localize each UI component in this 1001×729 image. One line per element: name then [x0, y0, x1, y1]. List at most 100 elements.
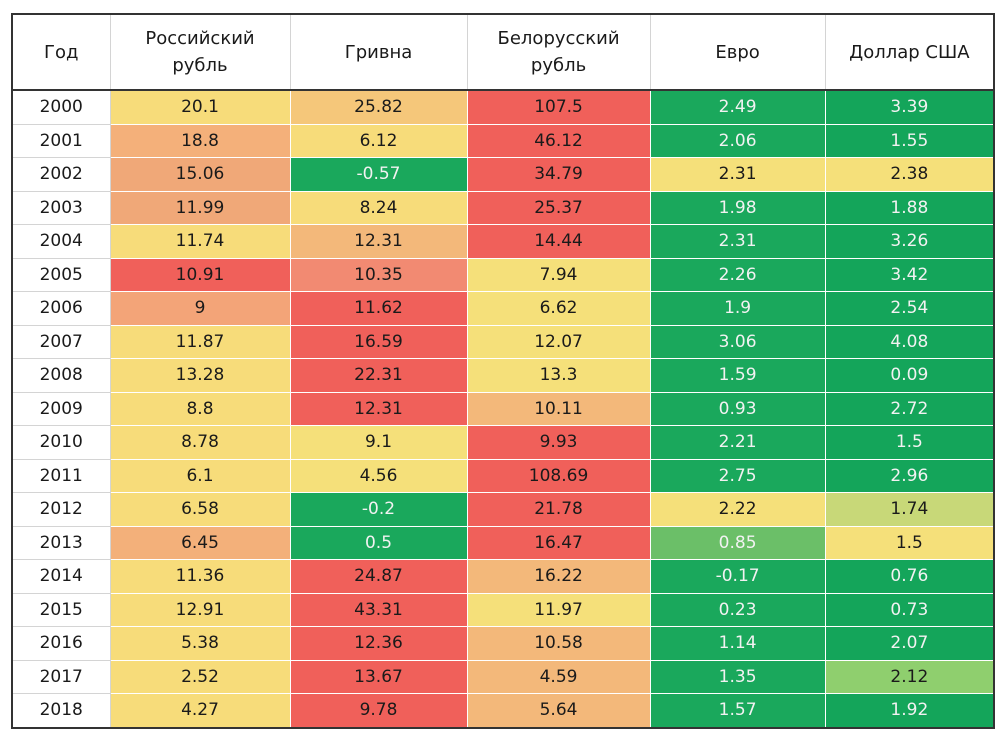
value-cell: 10.11 [466, 391, 651, 426]
value-cell: 3.26 [824, 224, 996, 259]
value-cell: 10.35 [289, 257, 468, 292]
value-cell: 13.28 [109, 358, 291, 393]
value-cell: 4.08 [824, 324, 996, 359]
value-cell: 0.73 [824, 592, 996, 627]
year-cell: 2018 [11, 693, 111, 729]
value-cell: 12.07 [466, 324, 651, 359]
value-cell: 2.22 [649, 492, 826, 527]
value-cell: 11.97 [466, 592, 651, 627]
year-cell: 2016 [11, 626, 111, 661]
value-cell: 13.67 [289, 659, 468, 694]
value-cell: 14.44 [466, 224, 651, 259]
table-row: 2018 4.27 9.78 5.64 1.57 1.92 [11, 693, 996, 729]
value-cell: 4.56 [289, 458, 468, 493]
value-cell: 2.72 [824, 391, 996, 426]
value-cell: 2.21 [649, 425, 826, 460]
value-cell: 24.87 [289, 559, 468, 594]
value-cell: 9.1 [289, 425, 468, 460]
table-row: 2007 11.87 16.59 12.07 3.06 4.08 [11, 324, 996, 359]
value-cell: 8.8 [109, 391, 291, 426]
value-cell: 5.64 [466, 693, 651, 729]
value-cell: 11.74 [109, 224, 291, 259]
year-cell: 2006 [11, 291, 111, 326]
year-cell: 2010 [11, 425, 111, 460]
value-cell: 3.42 [824, 257, 996, 292]
value-cell: 25.82 [289, 89, 468, 125]
value-cell: 2.31 [649, 224, 826, 259]
value-cell: 6.58 [109, 492, 291, 527]
value-cell: 11.99 [109, 190, 291, 225]
value-cell: 0.09 [824, 358, 996, 393]
year-cell: 2013 [11, 525, 111, 560]
year-cell: 2001 [11, 123, 111, 158]
year-cell: 2012 [11, 492, 111, 527]
value-cell: 2.06 [649, 123, 826, 158]
value-cell: 12.31 [289, 391, 468, 426]
column-header-euro: Евро [649, 13, 826, 91]
value-cell: 1.5 [824, 425, 996, 460]
column-header-hryvnia: Гривна [289, 13, 468, 91]
year-cell: 2004 [11, 224, 111, 259]
value-cell: 21.78 [466, 492, 651, 527]
year-cell: 2003 [11, 190, 111, 225]
value-cell: 11.87 [109, 324, 291, 359]
value-cell: 2.96 [824, 458, 996, 493]
value-cell: 1.5 [824, 525, 996, 560]
value-cell: 1.55 [824, 123, 996, 158]
table-row: 2015 12.91 43.31 11.97 0.23 0.73 [11, 592, 996, 627]
year-cell: 2002 [11, 157, 111, 192]
value-cell: 22.31 [289, 358, 468, 393]
value-cell: 5.38 [109, 626, 291, 661]
value-cell: 25.37 [466, 190, 651, 225]
value-cell: 13.3 [466, 358, 651, 393]
value-cell: -0.57 [289, 157, 468, 192]
exchange-rate-table: Год Российский рубль Гривна Белорусский … [11, 13, 996, 729]
value-cell: 2.52 [109, 659, 291, 694]
value-cell: 6.1 [109, 458, 291, 493]
table-row: 2004 11.74 12.31 14.44 2.31 3.26 [11, 224, 996, 259]
year-cell: 2008 [11, 358, 111, 393]
value-cell: 2.75 [649, 458, 826, 493]
year-cell: 2015 [11, 592, 111, 627]
value-cell: 9.78 [289, 693, 468, 729]
value-cell: 0.93 [649, 391, 826, 426]
table-row: 2009 8.8 12.31 10.11 0.93 2.72 [11, 391, 996, 426]
value-cell: 1.14 [649, 626, 826, 661]
table-row: 2016 5.38 12.36 10.58 1.14 2.07 [11, 626, 996, 661]
value-cell: 4.27 [109, 693, 291, 729]
value-cell: 8.78 [109, 425, 291, 460]
value-cell: 1.35 [649, 659, 826, 694]
value-cell: 2.26 [649, 257, 826, 292]
value-cell: 1.74 [824, 492, 996, 527]
column-header-russian-ruble: Российский рубль [109, 13, 291, 91]
value-cell: 7.94 [466, 257, 651, 292]
table-row: 2010 8.78 9.1 9.93 2.21 1.5 [11, 425, 996, 460]
value-cell: 108.69 [466, 458, 651, 493]
value-cell: 1.92 [824, 693, 996, 729]
value-cell: 9 [109, 291, 291, 326]
value-cell: 1.9 [649, 291, 826, 326]
value-cell: 2.31 [649, 157, 826, 192]
value-cell: 0.85 [649, 525, 826, 560]
value-cell: 3.06 [649, 324, 826, 359]
value-cell: 9.93 [466, 425, 651, 460]
value-cell: 43.31 [289, 592, 468, 627]
value-cell: 2.07 [824, 626, 996, 661]
column-header-year: Год [11, 13, 111, 91]
value-cell: 2.49 [649, 89, 826, 125]
table-row: 2008 13.28 22.31 13.3 1.59 0.09 [11, 358, 996, 393]
value-cell: 46.12 [466, 123, 651, 158]
value-cell: 12.31 [289, 224, 468, 259]
value-cell: 16.22 [466, 559, 651, 594]
value-cell: -0.2 [289, 492, 468, 527]
table-row: 2000 20.1 25.82 107.5 2.49 3.39 [11, 89, 996, 125]
table-row: 2011 6.1 4.56 108.69 2.75 2.96 [11, 458, 996, 493]
value-cell: 1.88 [824, 190, 996, 225]
table-row: 2002 15.06 -0.57 34.79 2.31 2.38 [11, 157, 996, 192]
table-row: 2014 11.36 24.87 16.22 -0.17 0.76 [11, 559, 996, 594]
value-cell: 1.59 [649, 358, 826, 393]
value-cell: 2.54 [824, 291, 996, 326]
value-cell: 6.62 [466, 291, 651, 326]
year-cell: 2014 [11, 559, 111, 594]
year-cell: 2007 [11, 324, 111, 359]
